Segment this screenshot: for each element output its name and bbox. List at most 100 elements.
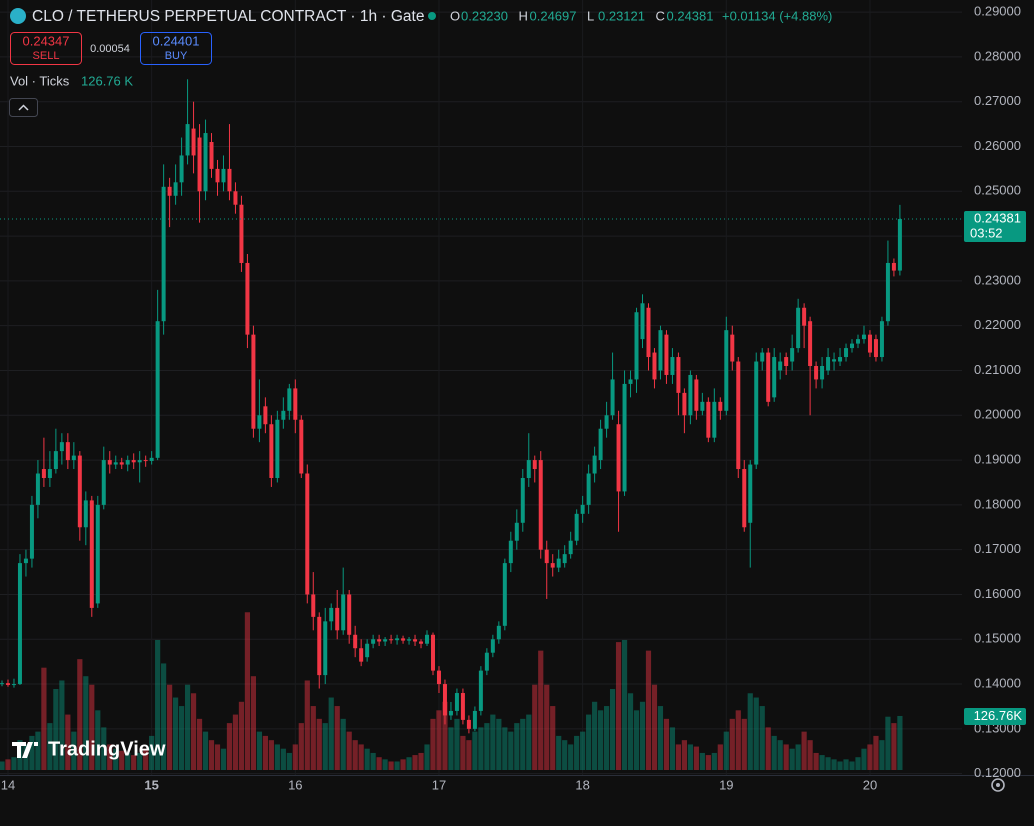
candle-body <box>700 401 705 411</box>
volume-bar <box>370 752 376 770</box>
volume-bar <box>59 680 65 770</box>
candle-body <box>305 473 310 595</box>
candle-body <box>257 415 262 429</box>
candle-body <box>550 563 555 568</box>
volume-bar <box>669 727 676 770</box>
volume-bar <box>490 714 496 770</box>
volume-bar <box>436 710 442 770</box>
candle-body <box>353 634 358 649</box>
last-volume-label: 126.76K <box>974 708 1023 723</box>
candle-body <box>622 383 627 492</box>
legend-value: 0.24381 <box>667 8 714 23</box>
volume-bar <box>580 731 586 770</box>
candle-body <box>844 348 849 358</box>
candle-body <box>125 460 130 465</box>
x-tick-label: 18 <box>575 777 589 792</box>
x-tick-label: 19 <box>719 777 733 792</box>
candle-body <box>802 307 807 326</box>
volume-bar <box>220 748 227 770</box>
volume-bar <box>460 735 466 770</box>
symbol-icon <box>10 8 26 24</box>
y-tick-label: 0.27000 <box>974 93 1021 108</box>
volume-bar <box>262 735 268 770</box>
candle-body <box>532 460 537 470</box>
candle-body <box>203 133 208 192</box>
volume-bar <box>484 723 490 770</box>
collapse-button[interactable] <box>9 98 38 117</box>
volume-bar <box>615 642 622 770</box>
volume-bar <box>47 723 53 770</box>
legend-key: H <box>519 8 528 23</box>
candle-body <box>5 683 10 685</box>
candle-body <box>616 424 621 492</box>
candle-body <box>484 652 489 671</box>
brand-name: TradingView <box>48 738 166 760</box>
volume-bar <box>346 731 352 770</box>
legend-change: +0.01134 (+4.88%) <box>722 8 832 23</box>
candle-body <box>520 477 525 523</box>
buy-price: 0.24401 <box>153 33 200 48</box>
buy-button[interactable] <box>140 32 212 65</box>
candle-body <box>185 124 190 156</box>
volume-bar <box>741 718 747 770</box>
candle-body <box>436 670 441 685</box>
volume-bar <box>274 744 280 770</box>
candle-body <box>233 191 238 205</box>
volume-bar <box>675 744 682 770</box>
y-tick-label: 0.14000 <box>974 675 1021 690</box>
candle-body <box>736 361 741 470</box>
volume-bar <box>532 684 538 770</box>
volume-bar <box>681 740 688 770</box>
volume-bar <box>0 761 5 770</box>
candle-body <box>155 321 160 458</box>
x-tick-label: 15 <box>144 777 158 792</box>
candle-body <box>460 693 465 720</box>
candle-body <box>101 460 106 505</box>
volume-bar <box>388 761 394 770</box>
y-tick-label: 0.16000 <box>974 586 1021 601</box>
volume-bar <box>238 701 245 770</box>
candle-body <box>610 379 615 416</box>
candle-body <box>861 334 866 340</box>
y-tick-label: 0.25000 <box>974 183 1021 198</box>
volume-bar <box>412 755 418 770</box>
volume-bar <box>107 744 113 770</box>
candle-body <box>0 683 4 685</box>
volume-bar <box>789 748 795 770</box>
candle-body <box>772 357 777 398</box>
volume-bar <box>5 759 11 770</box>
volume-bar <box>454 718 460 770</box>
volume-bar <box>149 735 155 770</box>
volume-bar <box>639 701 646 770</box>
candle-body <box>197 137 202 192</box>
y-tick-label: 0.15000 <box>974 631 1021 646</box>
last-price-box <box>964 211 1026 243</box>
candle-body <box>556 558 561 568</box>
candle-body <box>287 388 292 411</box>
volume-bar <box>95 710 101 770</box>
sell-button[interactable] <box>10 32 82 65</box>
candle-body <box>275 419 280 478</box>
candle-body <box>209 142 214 169</box>
volume-bar <box>699 752 705 770</box>
candle-body <box>706 401 711 438</box>
volume-bar <box>592 701 598 770</box>
volume-bar <box>304 680 310 770</box>
volume-bar <box>586 714 592 770</box>
volume-bar <box>621 639 628 770</box>
candle-body <box>293 388 298 420</box>
collapse-icon <box>18 104 29 111</box>
candle-body <box>526 460 531 478</box>
settings-icon[interactable] <box>991 778 1005 792</box>
candle-body <box>407 639 412 641</box>
candle-body <box>341 594 346 631</box>
candle-body <box>664 334 669 375</box>
y-tick-label: 0.17000 <box>974 541 1021 556</box>
volume-bar <box>496 718 502 770</box>
y-tick-label: 0.26000 <box>974 138 1021 153</box>
volume-bar <box>825 757 831 770</box>
candle-body <box>299 419 304 474</box>
candle-body <box>562 554 567 564</box>
candle-body <box>413 639 418 642</box>
